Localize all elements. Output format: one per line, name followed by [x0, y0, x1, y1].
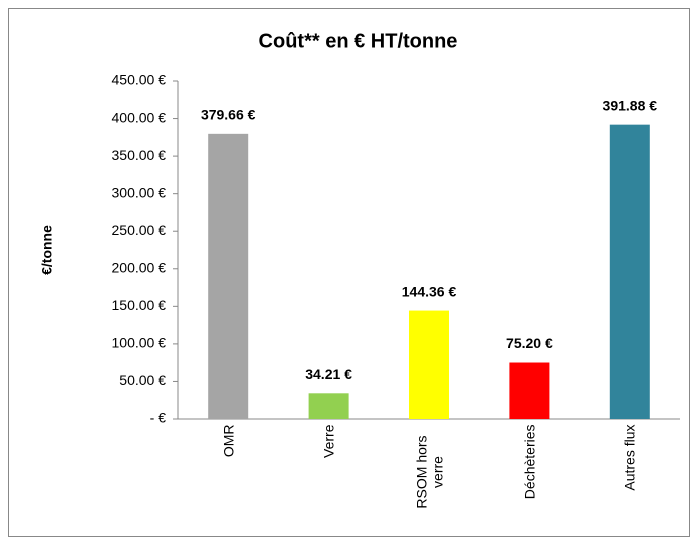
- x-tick-label: OMR: [220, 424, 237, 458]
- y-tick-label: 300.00 €: [112, 184, 167, 200]
- y-tick-label: 150.00 €: [112, 297, 167, 313]
- data-label: 379.66 €: [201, 107, 256, 123]
- x-tick-label: Autres flux: [621, 424, 638, 491]
- y-tick-label: 250.00 €: [112, 222, 167, 238]
- x-tick-label: Verre: [320, 424, 337, 458]
- y-tick-label: 400.00 €: [112, 109, 167, 125]
- bar: [409, 310, 449, 419]
- bar: [509, 362, 550, 419]
- bar: [609, 124, 650, 420]
- y-tick-label: 200.00 €: [112, 259, 167, 275]
- bar: [208, 133, 249, 419]
- chart-title: Coût** en € HT/tonne: [259, 30, 458, 52]
- data-label: 34.21 €: [305, 366, 352, 382]
- y-tick-label: 450.00 €: [112, 72, 167, 88]
- y-tick-label: 100.00 €: [112, 335, 167, 351]
- bar: [308, 393, 349, 419]
- y-tick-label: 350.00 €: [112, 147, 167, 163]
- x-tick-label: RSOM hors verre: [413, 435, 445, 509]
- y-tick-label: - €: [150, 410, 167, 426]
- x-tick-label: Déchèteries: [521, 424, 538, 500]
- data-label: 75.20 €: [506, 335, 553, 351]
- chart-border: [8, 8, 690, 537]
- y-tick-label: 50.00 €: [119, 372, 166, 388]
- data-label: 144.36 €: [402, 283, 457, 299]
- data-label: 391.88 €: [603, 97, 658, 113]
- y-axis-label: €/tonne: [39, 225, 55, 275]
